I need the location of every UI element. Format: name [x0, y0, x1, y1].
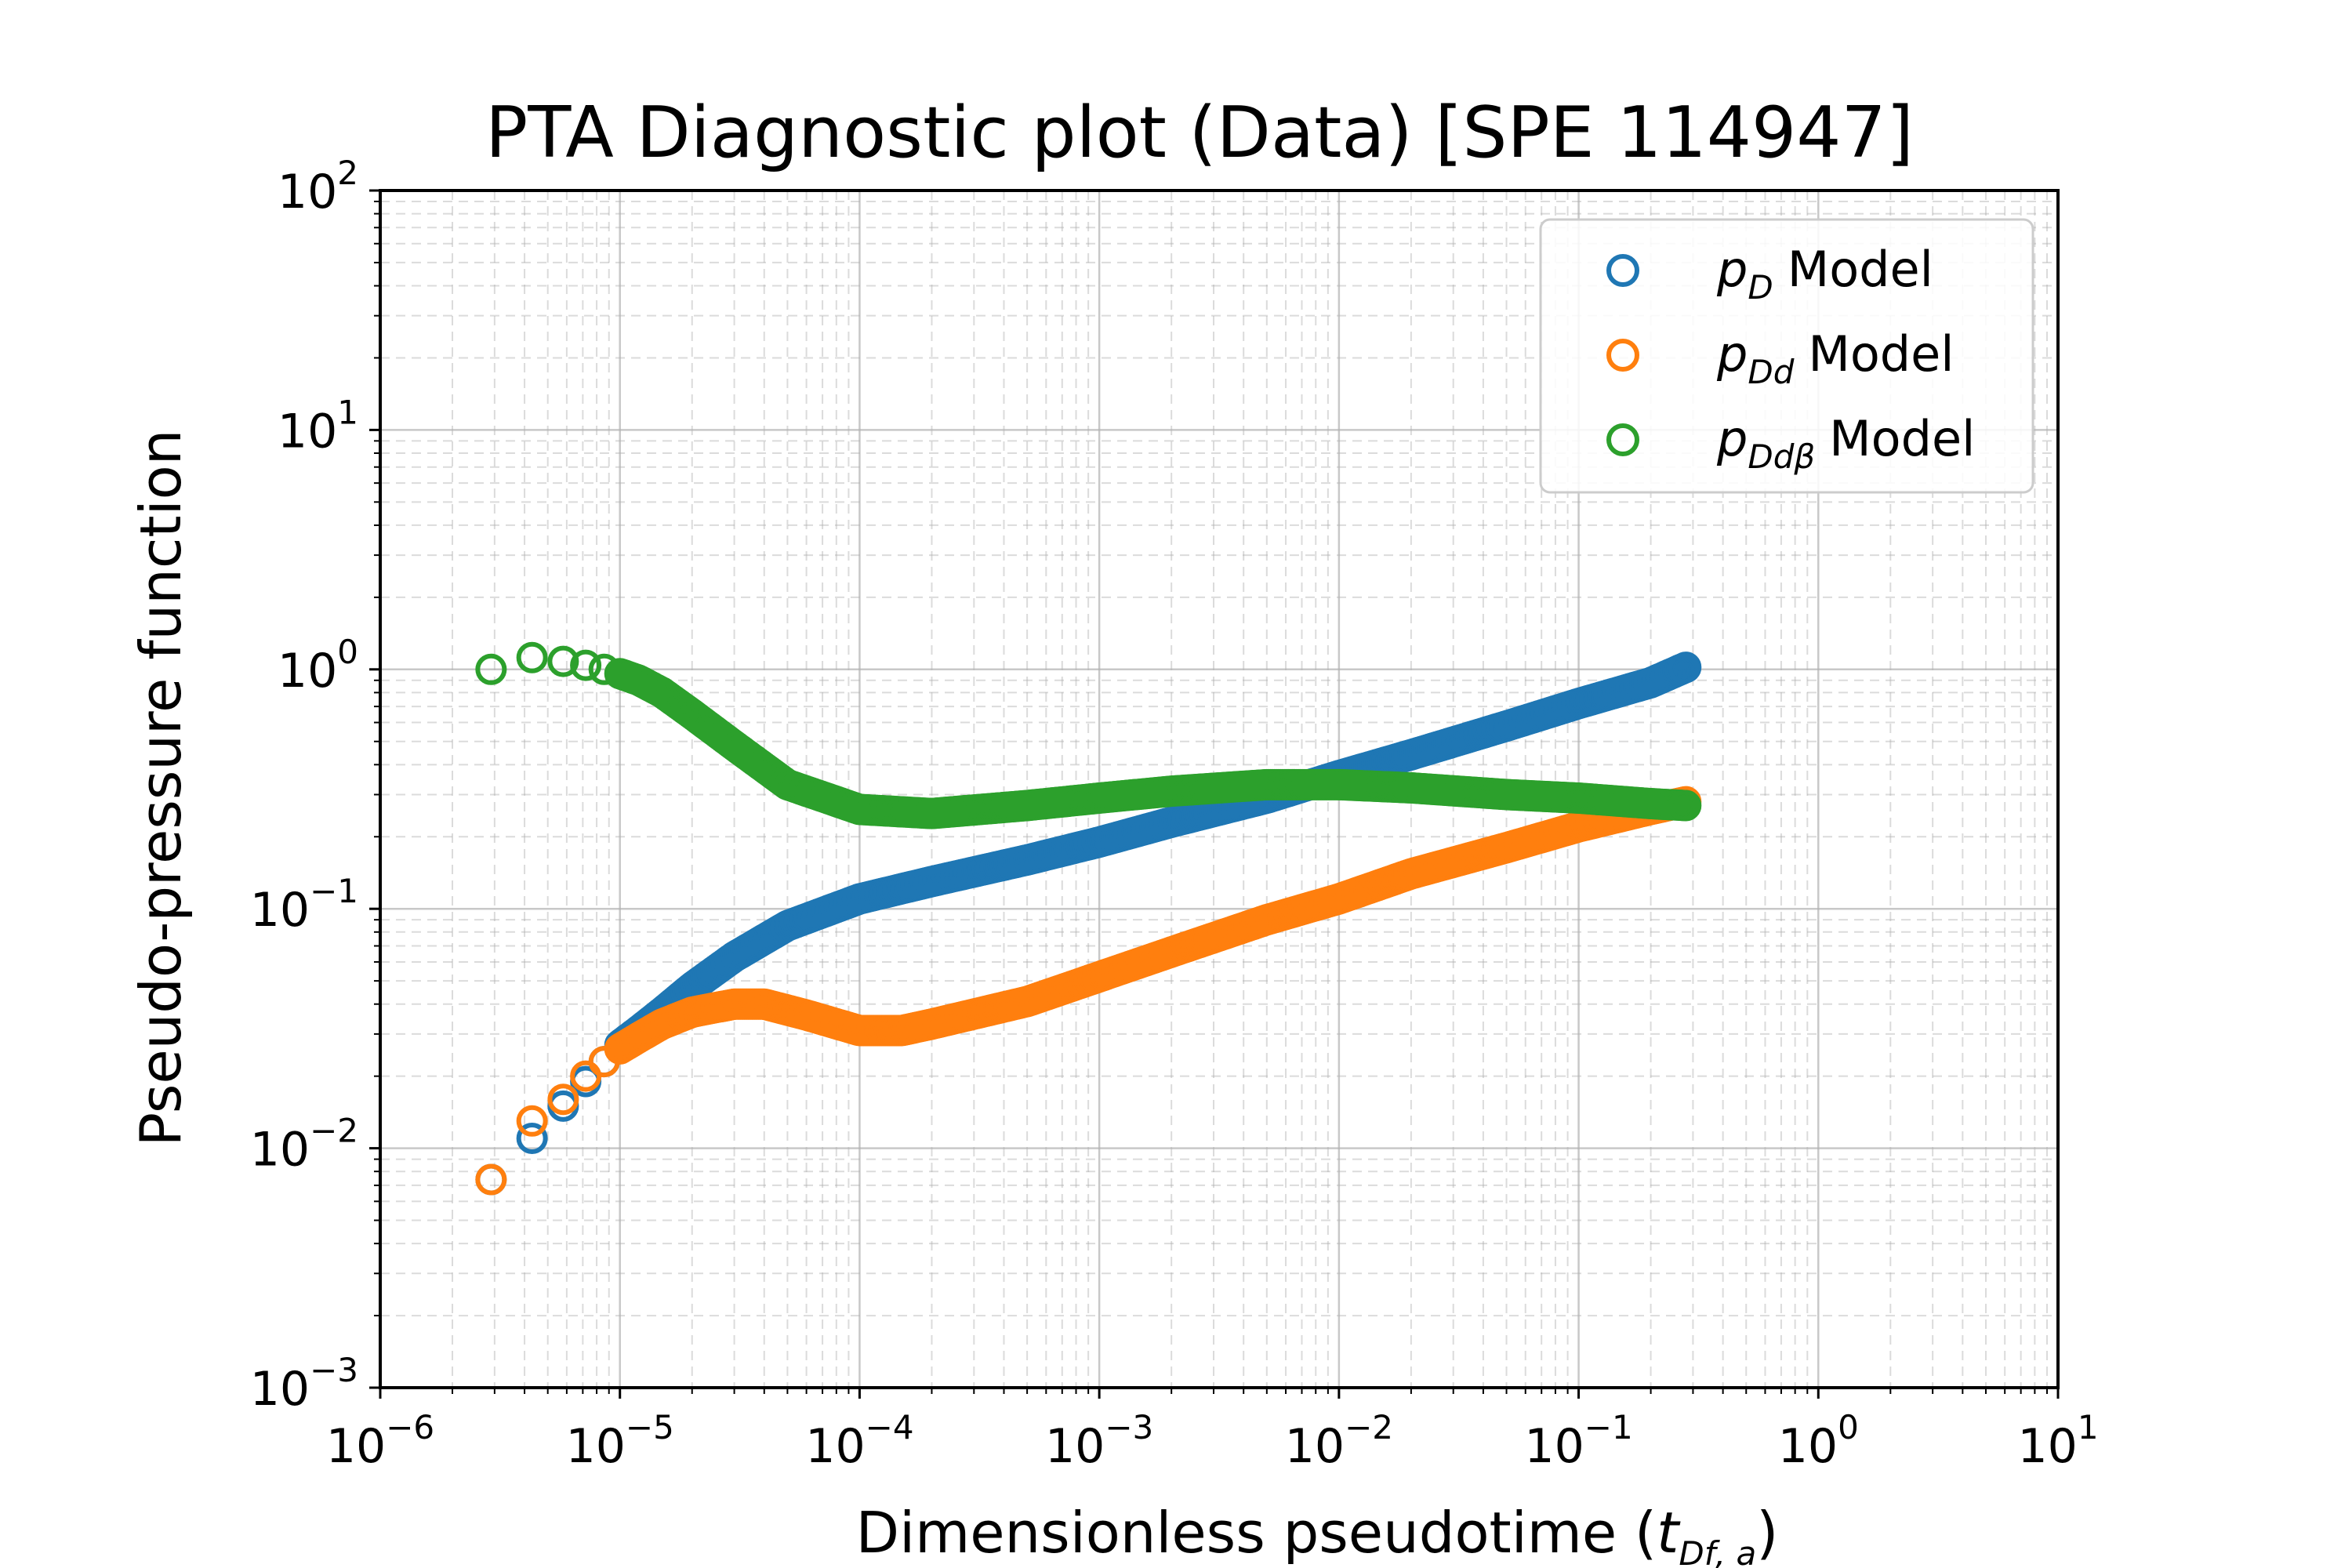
data-point — [547, 645, 579, 677]
x-tick-label: 101 — [2017, 1408, 2098, 1474]
data-point — [516, 1122, 548, 1154]
x-tick-exponent: −6 — [386, 1408, 434, 1446]
y-tick-label: 10−3 — [250, 1351, 358, 1417]
legend-subscript: Ddβ — [1748, 437, 1815, 476]
legend-subscript: Dd — [1748, 353, 1794, 391]
x-tick-base: 10 — [2017, 1419, 2077, 1474]
data-point — [1668, 789, 1700, 822]
y-tick-exponent: 0 — [337, 633, 358, 671]
y-tick-exponent: 2 — [337, 154, 358, 192]
x-tick-exponent: −5 — [626, 1408, 674, 1446]
x-tick-base: 10 — [1045, 1419, 1105, 1474]
x-tick-exponent: −4 — [866, 1408, 914, 1446]
x-tick-base: 10 — [1778, 1419, 1838, 1474]
x-tick-label: 10−3 — [1045, 1408, 1153, 1474]
legend-marker — [1606, 254, 1639, 287]
legend-name: Model — [1788, 241, 1933, 298]
x-axis-label-subscript: Df, a — [1679, 1534, 1756, 1568]
data-point — [475, 653, 507, 685]
legend-subscript: D — [1748, 268, 1773, 307]
y-axis-label: Pseudo-pressure function — [128, 430, 194, 1147]
legend-marker — [1606, 339, 1639, 372]
data-point — [1668, 652, 1700, 684]
x-axis-label-text: Dimensionless pseudotime — [856, 1500, 1617, 1566]
legend-label: pDdβ Model — [1716, 410, 1975, 476]
y-tick-exponent: 1 — [337, 393, 358, 431]
y-tick-base: 10 — [250, 883, 310, 938]
x-tick-label: 10−5 — [566, 1408, 674, 1474]
legend-symbol: p — [1716, 241, 1748, 298]
y-tick-label: 10−1 — [250, 872, 358, 938]
x-tick-label: 10−2 — [1285, 1408, 1393, 1474]
legend-name: Model — [1829, 410, 1975, 467]
x-tick-exponent: 1 — [2078, 1408, 2099, 1446]
data-point — [516, 641, 548, 673]
legend-label: pD Model — [1716, 241, 1933, 307]
y-tick-label: 101 — [278, 393, 358, 459]
y-tick-exponent: −2 — [310, 1112, 358, 1150]
x-tick-base: 10 — [326, 1419, 386, 1474]
x-tick-label: 100 — [1778, 1408, 1859, 1474]
y-tick-exponent: −1 — [310, 872, 358, 910]
y-tick-base: 10 — [278, 165, 337, 220]
x-tick-base: 10 — [566, 1419, 626, 1474]
x-tick-exponent: −1 — [1584, 1408, 1633, 1446]
axes-frame — [379, 189, 2060, 1389]
legend-symbol: p — [1716, 325, 1748, 383]
x-tick-label: 10−1 — [1524, 1408, 1632, 1474]
y-tick-base: 10 — [278, 644, 337, 699]
x-tick-label: 10−4 — [805, 1408, 913, 1474]
legend-name: Model — [1808, 325, 1954, 383]
x-tick-base: 10 — [1524, 1419, 1584, 1474]
y-tick-base: 10 — [278, 404, 337, 459]
x-axis-label-symbol: t — [1657, 1500, 1681, 1566]
axis-ticks: 10−6 10−5 10−4 10−3 10−2 10−1 100 10110−310−210… — [250, 154, 2099, 1474]
y-tick-label: 102 — [278, 154, 358, 220]
chart-title: PTA Diagnostic plot (Data) [SPE 114947] — [485, 92, 1914, 174]
x-tick-label: 10−6 — [326, 1408, 434, 1474]
x-tick-exponent: −2 — [1345, 1408, 1393, 1446]
legend-marker — [1606, 423, 1639, 456]
y-tick-label: 10−2 — [250, 1112, 358, 1178]
legend-symbol: p — [1716, 410, 1748, 467]
x-axis-label: Dimensionless pseudotime (tDf, a) — [856, 1500, 1779, 1568]
data-point — [570, 649, 602, 681]
x-tick-base: 10 — [805, 1419, 865, 1474]
series-D-markers — [475, 652, 1702, 1196]
y-tick-base: 10 — [250, 1123, 310, 1178]
plot-markers — [475, 641, 1702, 1196]
y-tick-exponent: −3 — [310, 1351, 358, 1389]
y-tick-base: 10 — [250, 1362, 310, 1417]
legend-box — [1539, 218, 2034, 494]
data-point — [516, 1105, 548, 1137]
x-tick-exponent: −3 — [1105, 1408, 1153, 1446]
legend-label: pDd Model — [1716, 325, 1955, 391]
y-tick-label: 100 — [278, 633, 358, 699]
data-point — [475, 1163, 507, 1196]
x-tick-exponent: 0 — [1838, 1408, 1859, 1446]
x-tick-base: 10 — [1285, 1419, 1345, 1474]
series-Ddβ-markers — [475, 641, 1702, 829]
data-point — [547, 1083, 579, 1116]
